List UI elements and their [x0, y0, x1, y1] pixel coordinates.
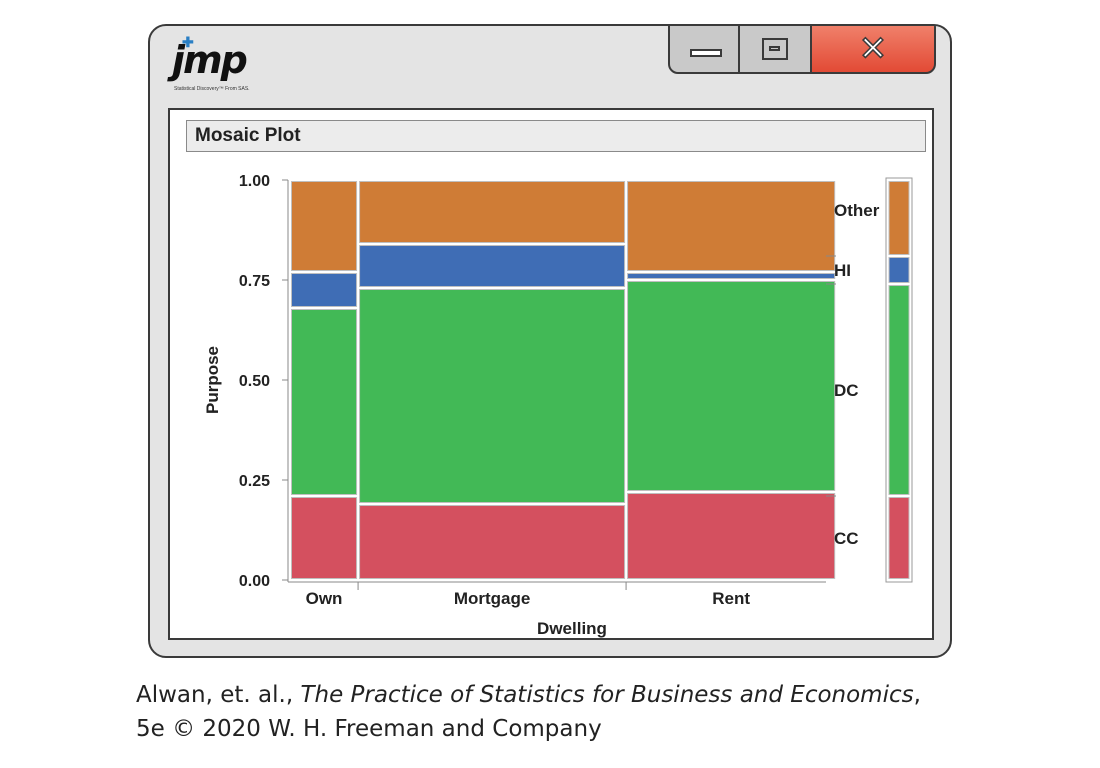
mosaic-cell-own-cc	[291, 497, 358, 579]
y-axis-title: Purpose	[203, 346, 222, 414]
legend-label-other: Other	[834, 201, 880, 220]
mosaic-cell-mortgage-other	[359, 181, 626, 243]
marginal-cell-dc	[888, 285, 910, 495]
app-window: ✚ jmp Statistical Discovery™ From SAS. ✕…	[148, 24, 952, 658]
panel-title[interactable]: Mosaic Plot	[186, 120, 926, 152]
mosaic-cell-own-other	[291, 181, 358, 271]
maximize-button[interactable]	[738, 26, 812, 74]
legend-label-hi: HI	[834, 261, 851, 280]
x-tick-label-mortgage: Mortgage	[454, 589, 531, 608]
logo-tagline: Statistical Discovery™ From SAS.	[174, 86, 250, 92]
mosaic-cell-rent-other	[627, 181, 836, 271]
logo-star-icon: ✚	[182, 34, 194, 50]
marginal-cell-hi	[888, 257, 910, 283]
report-panel: Mosaic Plot 0.00 0.25 0.50 0.75 1.00 Purpose O…	[168, 108, 934, 640]
legend-label-dc: DC	[834, 381, 859, 400]
close-button[interactable]: ✕	[810, 26, 936, 74]
y-tick-label: 1.00	[239, 173, 270, 190]
x-tick-label-own: Own	[306, 589, 343, 608]
source-caption: Alwan, et. al., The Practice of Statisti…	[136, 678, 921, 746]
mosaic-cell-own-hi	[291, 273, 358, 307]
legend-label-cc: CC	[834, 529, 859, 548]
mosaic-cell-rent-hi	[627, 273, 836, 279]
y-tick-label: 0.75	[239, 273, 270, 290]
y-tick-label: 0.00	[239, 573, 270, 590]
x-axis-title: Dwelling	[537, 619, 607, 638]
caption-line-1: Alwan, et. al., The Practice of Statisti…	[136, 682, 921, 708]
mosaic-plot: 0.00 0.25 0.50 0.75 1.00 Purpose Own Mortgage Re…	[203, 173, 913, 638]
mosaic-cell-mortgage-hi	[359, 245, 626, 287]
marginal-frame	[885, 177, 913, 583]
y-tick-label: 0.50	[239, 373, 270, 390]
marginal-cell-other	[888, 181, 910, 255]
mosaic-cell-mortgage-dc	[359, 289, 626, 503]
x-tick-label-rent: Rent	[712, 589, 750, 608]
marginal-cell-cc	[888, 497, 910, 579]
close-icon: ✕	[858, 29, 888, 69]
minimize-button[interactable]	[668, 26, 740, 74]
logo-text: jmp	[172, 38, 248, 82]
mosaic-cell-rent-cc	[627, 493, 836, 579]
mosaic-cell-rent-dc	[627, 281, 836, 491]
jmp-logo: ✚ jmp Statistical Discovery™ From SAS.	[168, 34, 258, 96]
caption-line-2: 5e © 2020 W. H. Freeman and Company	[136, 716, 602, 742]
y-tick-label: 0.25	[239, 473, 270, 490]
mosaic-cell-own-dc	[291, 309, 358, 495]
minimize-icon	[690, 49, 722, 57]
maximize-icon	[762, 38, 788, 60]
mosaic-cell-mortgage-cc	[359, 505, 626, 579]
